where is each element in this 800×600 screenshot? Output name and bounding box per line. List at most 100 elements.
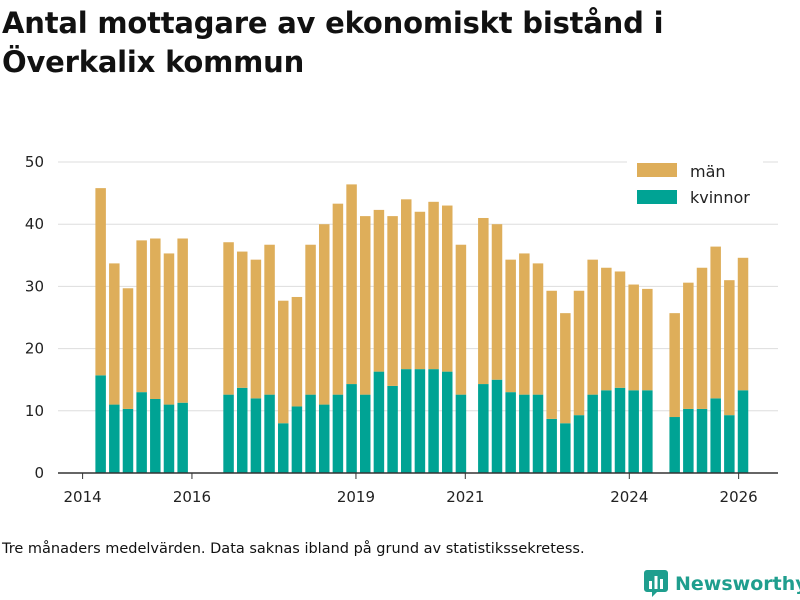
bar-kvinnor xyxy=(95,375,106,473)
bar-kvinnor xyxy=(505,392,516,473)
bar-kvinnor xyxy=(400,369,412,473)
bar-man xyxy=(642,288,653,391)
bar-kvinnor xyxy=(122,408,134,473)
bar-man xyxy=(532,263,544,395)
bar-kvinnor xyxy=(318,404,330,473)
bar-kvinnor xyxy=(236,387,248,473)
y-tick-label: 20 xyxy=(25,340,44,358)
bar-man xyxy=(710,246,721,399)
bar-kvinnor xyxy=(136,392,147,473)
bar-man xyxy=(573,290,585,416)
bar-kvinnor xyxy=(696,408,708,473)
bar-man xyxy=(601,267,612,391)
bar-man xyxy=(373,209,385,372)
bar-kvinnor xyxy=(109,404,120,473)
bar-kvinnor xyxy=(150,398,161,473)
y-axis-ticks: 0 10 20 30 40 50 xyxy=(25,153,44,482)
legend-swatch-man xyxy=(637,163,677,177)
x-tick-label: 2024 xyxy=(610,488,648,506)
bar-kvinnor xyxy=(560,423,571,473)
y-tick-label: 40 xyxy=(25,215,44,233)
bar-man xyxy=(724,280,735,416)
x-axis-ticks: 2014 2016 2019 2021 2024 2026 xyxy=(64,473,758,506)
bar-man xyxy=(109,263,120,405)
bar-kvinnor xyxy=(250,398,262,473)
bar-man xyxy=(236,251,248,388)
bar-man xyxy=(346,184,357,385)
brand-name: Newsworthy xyxy=(675,572,800,595)
legend-label-man: män xyxy=(690,162,726,181)
footnote: Tre månaders medelvärden. Data saknas ib… xyxy=(2,541,585,557)
bar-man xyxy=(400,199,412,370)
x-tick-label: 2016 xyxy=(173,488,211,506)
bar-man xyxy=(305,244,316,395)
bar-kvinnor xyxy=(491,379,503,473)
bar-kvinnor xyxy=(669,417,680,473)
bar-man xyxy=(387,216,398,386)
bar-kvinnor xyxy=(359,394,371,473)
x-tick-label: 2019 xyxy=(337,488,375,506)
bar-man xyxy=(546,290,557,419)
bar-kvinnor xyxy=(683,408,694,473)
bar-kvinnor xyxy=(441,371,453,473)
bar-man xyxy=(250,259,262,399)
bar-kvinnor xyxy=(455,394,467,473)
bar-kvinnor xyxy=(546,418,557,473)
bar-kvinnor xyxy=(614,387,626,473)
bar-kvinnor xyxy=(414,369,426,473)
bar-man xyxy=(264,244,275,395)
legend-swatch-kvinnor xyxy=(637,190,677,204)
bar-kvinnor xyxy=(532,394,544,473)
legend: män kvinnor xyxy=(627,158,763,210)
y-tick-label: 50 xyxy=(25,153,44,171)
bar-man xyxy=(428,201,439,370)
bar-kvinnor xyxy=(305,394,316,473)
bar-kvinnor xyxy=(601,390,612,473)
bar-kvinnor xyxy=(478,384,489,473)
y-tick-label: 10 xyxy=(25,402,44,420)
bar-kvinnor xyxy=(587,394,598,473)
bar-chart-icon xyxy=(644,570,668,597)
bar-man xyxy=(560,313,571,424)
bar-kvinnor xyxy=(223,394,234,473)
bar-kvinnor xyxy=(277,423,289,473)
bar-man xyxy=(277,300,289,424)
bar-man xyxy=(291,296,303,407)
bar-man xyxy=(669,313,680,418)
legend-label-kvinnor: kvinnor xyxy=(690,188,750,207)
chart-title: Antal mottagare av ekonomiskt bistånd i … xyxy=(2,6,664,79)
bar-man xyxy=(455,244,467,395)
bar-kvinnor xyxy=(346,384,357,473)
bar-man xyxy=(223,242,234,395)
bar-man xyxy=(150,238,161,399)
bar-man xyxy=(136,240,147,393)
bar-man xyxy=(95,188,106,376)
bar-man xyxy=(318,224,330,405)
bar-kvinnor xyxy=(519,394,530,473)
bar-man xyxy=(441,205,453,372)
bar-man xyxy=(177,238,188,403)
x-tick-label: 2014 xyxy=(64,488,102,506)
bar-kvinnor xyxy=(264,394,275,473)
bar-kvinnor xyxy=(163,404,175,473)
bar-man xyxy=(332,203,344,395)
x-tick-label: 2026 xyxy=(720,488,758,506)
bar-man xyxy=(696,267,708,409)
bar-kvinnor xyxy=(573,415,585,473)
bar-man xyxy=(163,253,175,405)
bar-kvinnor xyxy=(387,385,398,473)
bar-kvinnor xyxy=(332,394,344,473)
bar-kvinnor xyxy=(428,369,439,473)
bar-kvinnor xyxy=(291,406,303,473)
bar-kvinnor xyxy=(177,402,188,473)
bar-man xyxy=(122,288,134,409)
bar-man xyxy=(519,253,530,395)
brand[interactable]: Newsworthy xyxy=(644,570,800,597)
bar-man xyxy=(683,282,694,409)
bar-man xyxy=(737,257,749,391)
bar-man xyxy=(491,224,503,380)
bar-kvinnor xyxy=(628,390,639,473)
bar-man xyxy=(359,216,371,395)
bar-kvinnor xyxy=(710,398,721,473)
